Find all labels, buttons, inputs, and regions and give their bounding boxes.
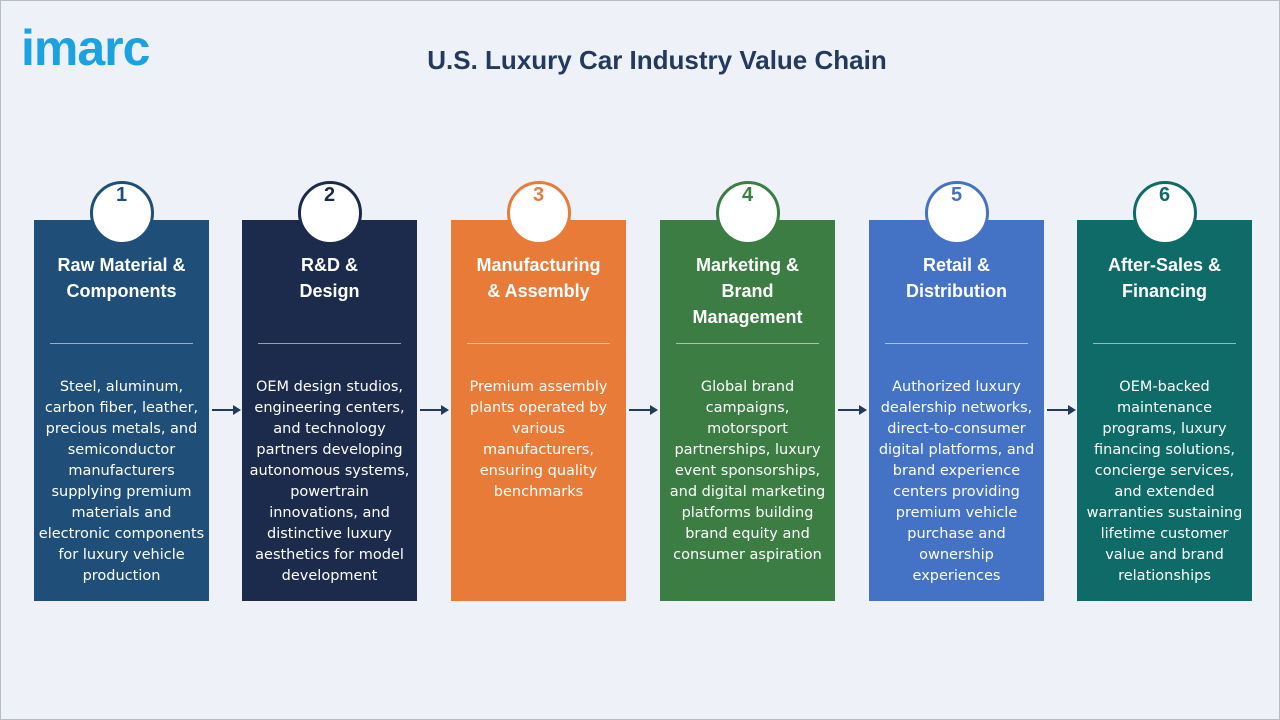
- divider: [885, 343, 1028, 344]
- step-title: After-Sales & Financing: [1077, 252, 1252, 304]
- step-title: Retail & Distribution: [869, 252, 1044, 304]
- step-card: Retail & Distribution Authorized luxury de…: [869, 220, 1044, 601]
- title-line: Distribution: [906, 281, 1007, 301]
- step-number: 6: [1132, 181, 1197, 245]
- title-line: Brand: [721, 281, 774, 301]
- step-card: R&D & Design OEM design studios, engineeri…: [242, 220, 417, 601]
- step-title: R&D & Design: [242, 252, 417, 304]
- step-description: OEM-backed maintenance programs, luxury …: [1086, 379, 1243, 584]
- title-line: Management: [692, 307, 803, 327]
- title-line: Design: [299, 281, 360, 301]
- arrow: [838, 405, 867, 415]
- arrow: [420, 405, 449, 415]
- title-line: Raw Material &: [57, 255, 186, 275]
- step-card: Marketing & Brand Management Global brand c…: [660, 220, 835, 601]
- step-description: Global brand campaigns, motorsport partn…: [669, 379, 826, 563]
- title-line: After-Sales &: [1107, 255, 1222, 275]
- logo: imarc: [21, 20, 150, 76]
- title-line: & Assembly: [487, 281, 590, 301]
- step-card: Manufacturing & Assembly Premium assembly …: [451, 220, 626, 601]
- step-title: Manufacturing & Assembly: [451, 252, 626, 304]
- title-line: Retail &: [922, 255, 991, 275]
- title: U.S. Luxury Car Industry Value Chain: [427, 45, 887, 75]
- step-description: Authorized luxury dealership networks, d…: [878, 379, 1035, 584]
- title-line: Marketing &: [695, 255, 800, 275]
- title-line: Components: [66, 281, 177, 301]
- title-line: Manufacturing: [476, 255, 601, 275]
- step-card: After-Sales & Financing OEM-backed mainten…: [1077, 220, 1252, 601]
- step-number: 2: [297, 181, 362, 245]
- divider: [1093, 343, 1236, 344]
- step-title: Marketing & Brand Management: [660, 252, 835, 330]
- step-card: Raw Material & Components Steel, aluminum,…: [34, 220, 209, 601]
- step-number: 5: [924, 181, 989, 245]
- step-description: OEM design studios, engineering centers,…: [249, 379, 410, 584]
- step-description: Steel, aluminum, carbon fiber, leather, …: [38, 379, 205, 584]
- arrow: [1047, 405, 1076, 415]
- arrow: [212, 405, 241, 415]
- divider: [467, 343, 610, 344]
- step-number: 3: [506, 181, 571, 245]
- step-number: 1: [89, 181, 154, 245]
- divider: [50, 343, 193, 344]
- divider: [258, 343, 401, 344]
- step-title: Raw Material & Components: [34, 252, 209, 304]
- step-number: 4: [715, 181, 780, 245]
- arrow: [629, 405, 658, 415]
- step-description: Premium assembly plants operated by vari…: [469, 379, 608, 500]
- title-line: Financing: [1122, 281, 1207, 301]
- title-line: R&D &: [301, 255, 358, 275]
- divider: [676, 343, 819, 344]
